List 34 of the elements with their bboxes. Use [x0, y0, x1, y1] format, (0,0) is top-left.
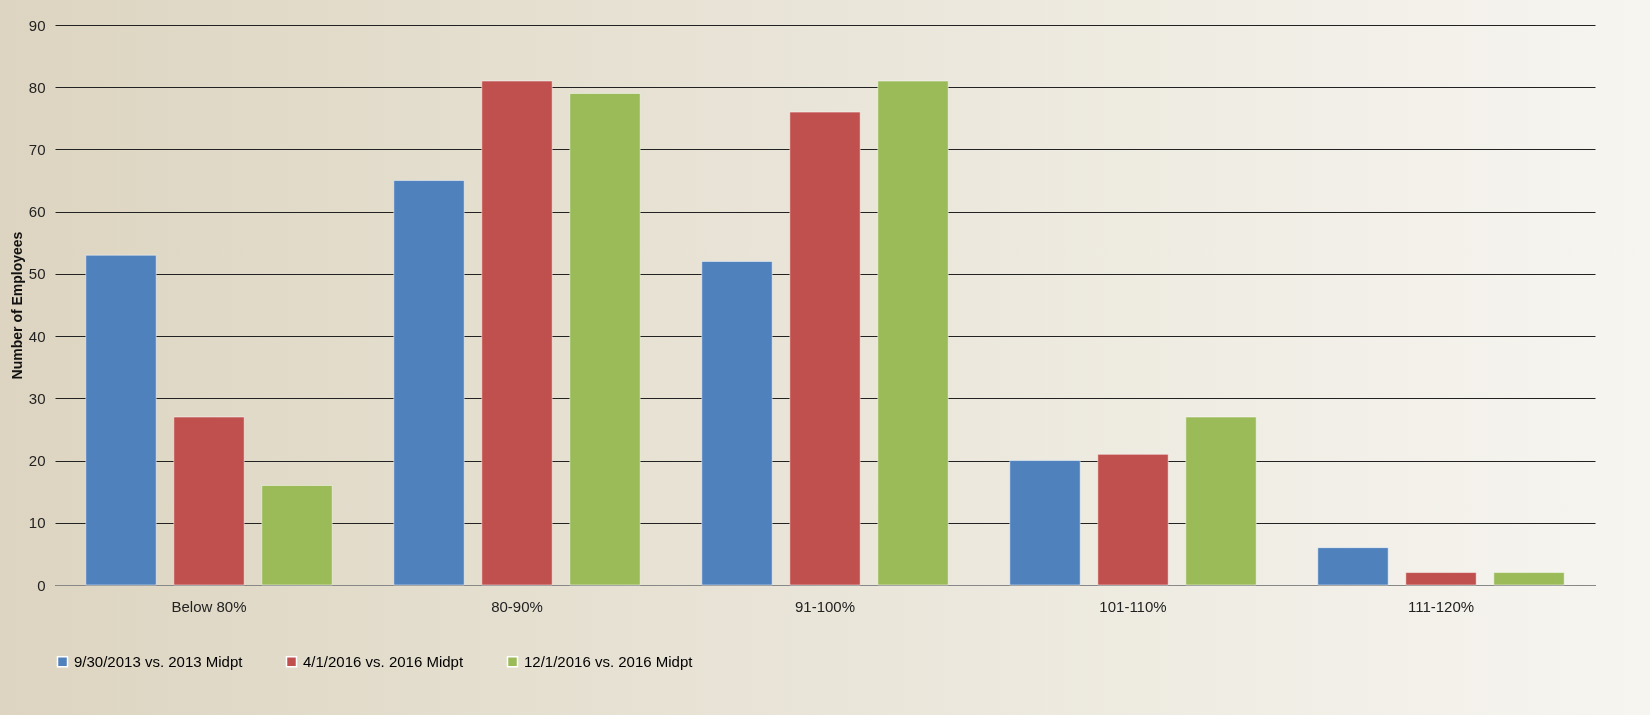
bar: [1317, 547, 1389, 586]
legend-label: 4/1/2016 vs. 2016 Midpt: [303, 652, 464, 670]
bar: [481, 80, 553, 586]
bar: [85, 254, 157, 586]
x-tick-label: Below 80%: [171, 597, 247, 615]
x-tick-label: 101-110%: [1099, 597, 1167, 615]
y-tick-label: 80: [28, 78, 46, 96]
bar: [1493, 572, 1565, 586]
bar: [261, 485, 333, 586]
bar: [393, 180, 465, 586]
x-tick-label: 91-100%: [794, 597, 856, 615]
y-tick-label: 30: [28, 389, 46, 407]
bar: [1405, 572, 1477, 586]
bar: [1185, 416, 1257, 586]
y-tick-label: 60: [28, 203, 46, 221]
bar: [701, 261, 773, 586]
y-axis-title: Number of Employees: [8, 231, 25, 380]
y-tick-label: 70: [28, 140, 46, 158]
x-tick-label: 80-90%: [491, 597, 543, 615]
legend-label: 12/1/2016 vs. 2016 Midpt: [524, 652, 694, 670]
bar: [569, 93, 641, 586]
y-tick-label: 90: [28, 16, 46, 34]
y-tick-label: 20: [28, 452, 46, 470]
bar: [1009, 460, 1081, 586]
bar: [789, 111, 861, 586]
y-tick-label: 10: [28, 514, 46, 532]
legend-label: 9/30/2013 vs. 2013 Midpt: [74, 652, 244, 670]
y-tick-label: 50: [28, 265, 46, 283]
bar: [173, 416, 245, 586]
bar: [1097, 454, 1169, 586]
x-tick-label: 111-120%: [1407, 597, 1475, 615]
bar: [877, 80, 949, 586]
y-tick-label: 40: [28, 327, 46, 345]
y-tick-label: 0: [37, 576, 46, 594]
